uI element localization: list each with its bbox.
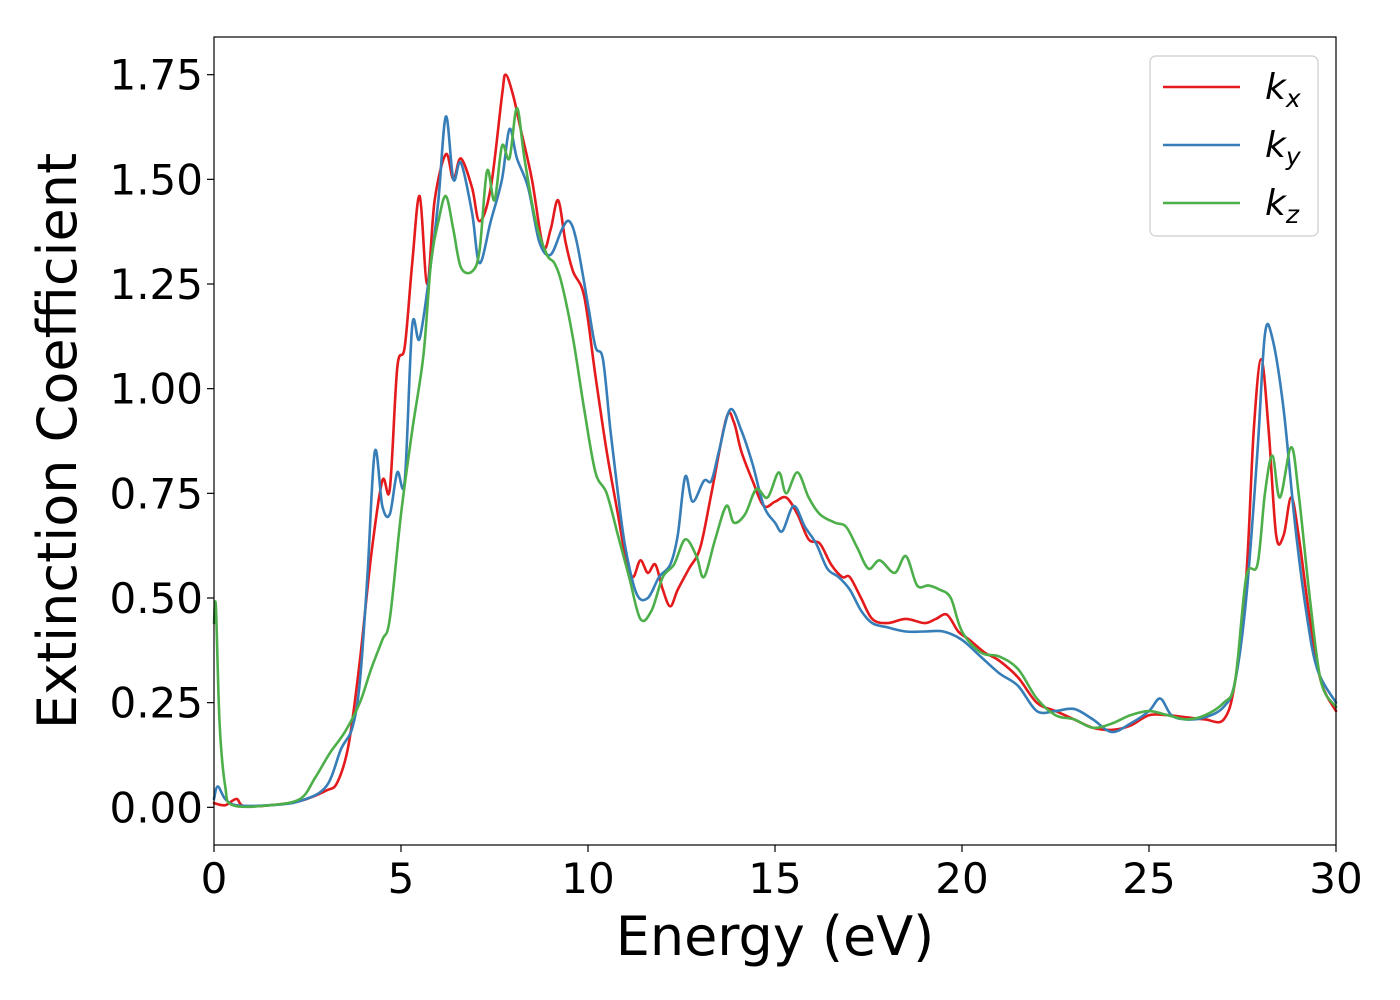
- x-tick-label: 20: [935, 854, 988, 903]
- y-tick-label: 0.75: [109, 469, 203, 518]
- y-tick-label: 1.75: [109, 51, 203, 100]
- y-axis-ticks: 0.00 0.25 0.50 0.75 1.00 1.25 1.50 1.75: [109, 51, 214, 832]
- x-tick-label: 5: [388, 854, 415, 903]
- x-tick-label: 15: [748, 854, 801, 903]
- x-tick-label: 30: [1309, 854, 1362, 903]
- x-axis-ticks: 0 5 10 15 20 25 30: [201, 845, 1363, 903]
- x-axis-title: Energy (eV): [616, 905, 935, 968]
- y-tick-label: 0.00: [109, 783, 203, 832]
- y-tick-label: 1.00: [109, 365, 203, 414]
- y-axis-title: Extinction Coefficient: [26, 153, 89, 729]
- series-layer: [212, 73, 1338, 809]
- y-tick-label: 0.25: [109, 679, 203, 728]
- series-line-kz: [212, 106, 1338, 809]
- x-tick-label: 25: [1122, 854, 1175, 903]
- x-tick-label: 0: [201, 854, 228, 903]
- series-line-ky: [212, 115, 1338, 808]
- x-tick-label: 10: [561, 854, 614, 903]
- y-tick-label: 1.50: [109, 155, 203, 204]
- y-tick-label: 1.25: [109, 260, 203, 309]
- y-tick-label: 0.50: [109, 574, 203, 623]
